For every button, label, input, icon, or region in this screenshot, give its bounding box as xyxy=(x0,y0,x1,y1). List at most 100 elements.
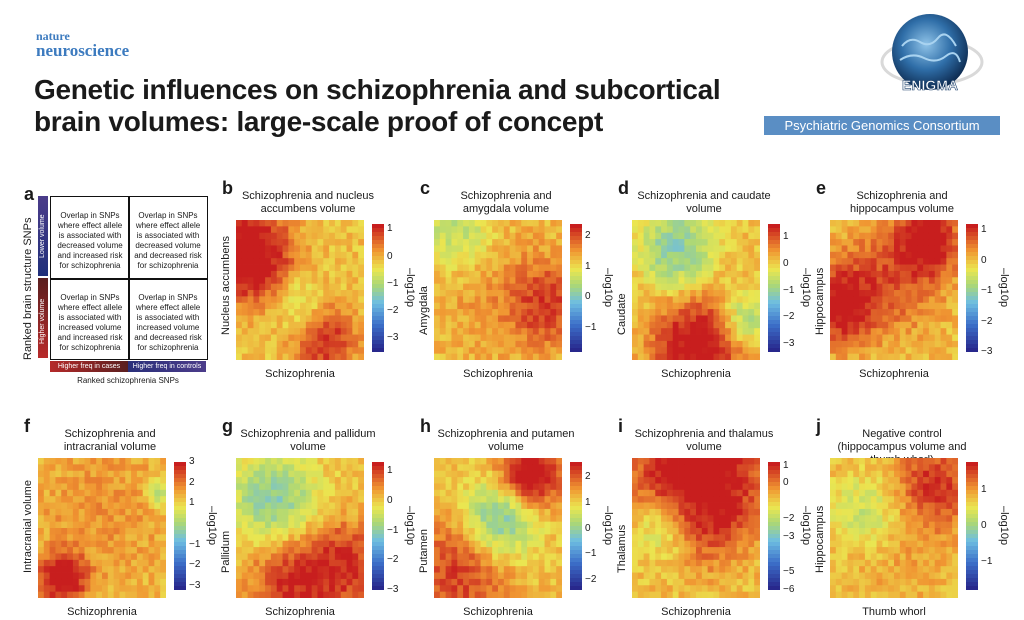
heatmap-cell xyxy=(643,245,650,253)
colorbar-segment xyxy=(174,470,186,475)
heatmap-cell xyxy=(340,277,347,285)
heatmap-cell xyxy=(701,290,709,297)
heatmap-cell xyxy=(713,470,720,478)
heatmap-cell xyxy=(463,489,470,497)
heatmap-cell xyxy=(841,251,848,259)
colorbar-segment xyxy=(768,224,780,229)
heatmap-cell xyxy=(236,239,243,246)
heatmap-cell xyxy=(102,483,109,491)
heatmap-cell xyxy=(96,489,103,497)
heatmap-cell xyxy=(678,302,685,310)
heatmap-cell xyxy=(859,483,866,491)
heatmap-cell xyxy=(550,483,557,491)
heatmap-cell xyxy=(928,283,936,291)
heatmap-cell xyxy=(358,277,364,285)
heatmap-cell xyxy=(946,239,953,246)
heatmap-cell xyxy=(434,302,441,310)
heatmap-cell xyxy=(736,309,743,316)
heatmap-cell xyxy=(696,296,703,304)
heatmap-cell xyxy=(725,347,732,355)
heatmap-cell xyxy=(259,277,266,285)
heatmap-cell xyxy=(498,458,505,465)
heatmap-cell xyxy=(719,547,726,554)
heatmap-cell xyxy=(835,572,843,580)
heatmap-cell xyxy=(247,328,254,335)
heatmap-cell xyxy=(503,347,511,355)
heatmap-cell xyxy=(247,547,254,554)
heatmap-cell xyxy=(102,585,109,593)
heatmap-cell xyxy=(934,340,941,348)
heatmap-cell xyxy=(107,477,115,484)
heatmap-cell xyxy=(940,347,947,355)
heatmap-cell xyxy=(888,585,895,593)
heatmap-cell xyxy=(940,470,947,478)
heatmap-cell xyxy=(346,585,353,593)
heatmap-cell xyxy=(294,353,301,360)
heatmap-cell xyxy=(946,585,953,593)
heatmap-cell xyxy=(632,302,639,310)
heatmap-cell xyxy=(725,226,732,234)
heatmap-cell xyxy=(457,290,464,297)
heatmap-cell xyxy=(282,283,289,291)
heatmap-cell xyxy=(498,315,505,323)
heatmap-cell xyxy=(684,540,691,548)
heatmap-cell xyxy=(43,477,51,484)
heatmap-cell xyxy=(696,547,703,554)
heatmap-cell xyxy=(864,578,872,586)
heatmap-cell xyxy=(352,264,359,272)
heatmap-cell xyxy=(952,232,958,240)
heatmap-cell xyxy=(637,477,645,484)
heatmap-cell xyxy=(253,508,260,516)
heatmap-cell xyxy=(550,321,557,329)
heatmap-cell xyxy=(305,239,313,246)
heatmap-cell xyxy=(247,232,254,240)
heatmap-cell xyxy=(503,309,511,316)
heatmap-cell xyxy=(358,521,364,529)
heatmap-cell xyxy=(830,470,837,478)
heatmap-cell xyxy=(684,496,691,503)
heatmap-cell xyxy=(713,547,720,554)
heatmap-cell xyxy=(864,245,872,253)
heatmap-cell xyxy=(503,591,511,598)
heatmap-cell xyxy=(888,283,895,291)
heatmap-cell xyxy=(503,315,511,323)
heatmap-cell xyxy=(236,515,243,523)
panel-letter-j: j xyxy=(816,416,822,436)
colorbar-segment xyxy=(174,586,186,590)
colorbar-segment xyxy=(372,474,384,479)
heatmap-cell xyxy=(253,540,260,548)
heatmap-cell xyxy=(870,559,877,567)
heatmap-cell xyxy=(282,591,289,598)
heatmap-cell xyxy=(666,470,674,478)
heatmap-cell xyxy=(666,528,674,535)
heatmap-cell xyxy=(888,309,895,316)
heatmap-cell xyxy=(468,334,476,342)
heatmap-cell xyxy=(253,585,260,593)
heatmap-cell xyxy=(480,585,487,593)
heatmap-cell xyxy=(532,508,540,516)
heatmap-cell xyxy=(474,328,481,335)
heatmap-cell xyxy=(736,302,743,310)
heatmap-cell xyxy=(352,340,359,348)
heatmap-cell xyxy=(468,591,476,598)
heatmap-cell xyxy=(463,553,470,561)
heatmap-cell xyxy=(649,496,656,503)
heatmap-cell xyxy=(730,315,738,323)
heatmap-cell xyxy=(72,470,80,478)
heatmap-cell xyxy=(439,559,447,567)
heatmap-cell xyxy=(841,591,848,598)
colorbar-segment xyxy=(570,518,582,523)
heatmap-cell xyxy=(352,489,359,497)
heatmap-cell xyxy=(334,277,342,285)
heatmap-cell xyxy=(934,534,941,542)
heatmap-cell xyxy=(713,302,720,310)
heatmap-cell xyxy=(67,591,74,598)
heatmap-cell xyxy=(736,508,743,516)
heatmap-cell xyxy=(725,585,732,593)
heatmap-cell xyxy=(294,553,301,561)
heatmap-cell xyxy=(154,502,161,510)
heatmap-cell xyxy=(550,578,557,586)
heatmap-cell xyxy=(888,528,895,535)
heatmap-cell xyxy=(445,528,452,535)
heatmap-cell xyxy=(847,566,854,573)
